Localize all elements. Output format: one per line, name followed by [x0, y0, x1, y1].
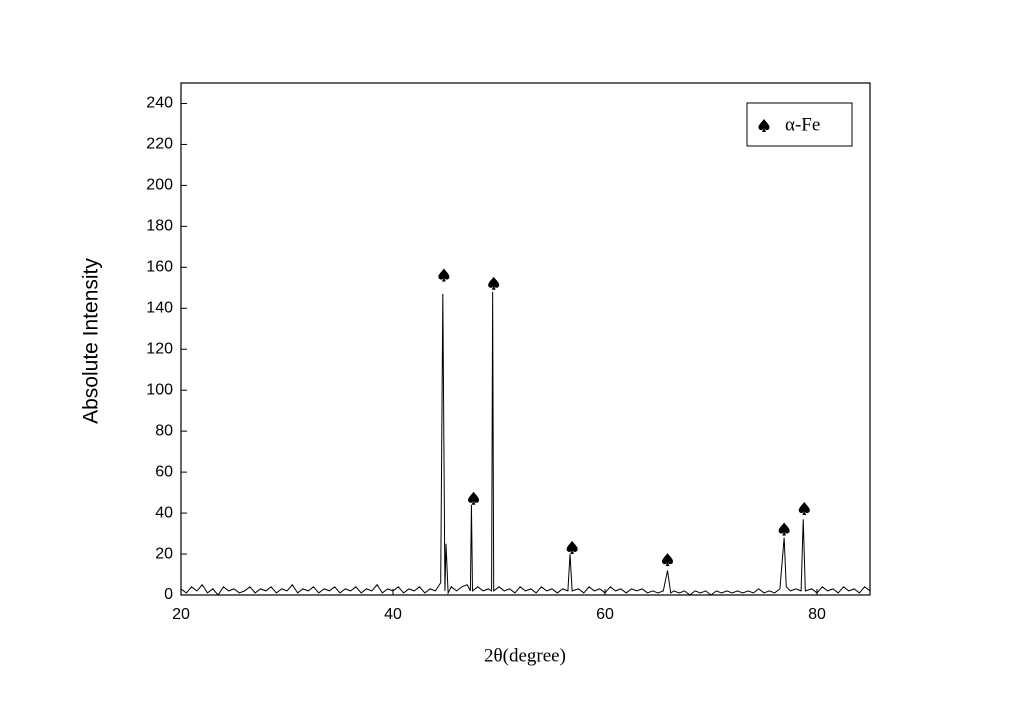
x-tick-label: 80: [808, 606, 826, 623]
y-tick-label: 0: [164, 586, 173, 603]
legend-label: α-Fe: [785, 114, 820, 135]
peak-marker: [566, 540, 578, 554]
peak-marker: [468, 491, 480, 505]
x-tick-label: 60: [596, 606, 614, 623]
y-tick-label: 120: [146, 340, 173, 357]
legend-marker: [758, 119, 770, 132]
y-tick-label: 100: [146, 381, 173, 398]
y-tick-label: 160: [146, 259, 173, 276]
y-axis-label: Absolute Intensity: [80, 258, 103, 424]
peak-marker: [488, 276, 500, 290]
peak-marker: [662, 553, 674, 567]
y-tick-label: 40: [155, 504, 173, 521]
peak-marker: [778, 522, 790, 536]
y-tick-label: 240: [146, 95, 173, 112]
y-tick-label: 220: [146, 136, 173, 153]
peak-marker: [438, 268, 450, 282]
y-tick-label: 200: [146, 177, 173, 194]
intensity-line: [180, 291, 871, 596]
y-tick-label: 20: [155, 545, 173, 562]
y-tick-label: 80: [155, 422, 173, 439]
x-tick-label: 40: [384, 606, 402, 623]
y-tick-label: 60: [155, 463, 173, 480]
x-tick-label: 20: [172, 606, 190, 623]
y-tick-label: 180: [146, 218, 173, 235]
peak-marker: [798, 501, 810, 515]
x-axis-label: 2θ(degree): [484, 645, 566, 666]
y-tick-label: 140: [146, 299, 173, 316]
plot-frame: [180, 82, 871, 596]
